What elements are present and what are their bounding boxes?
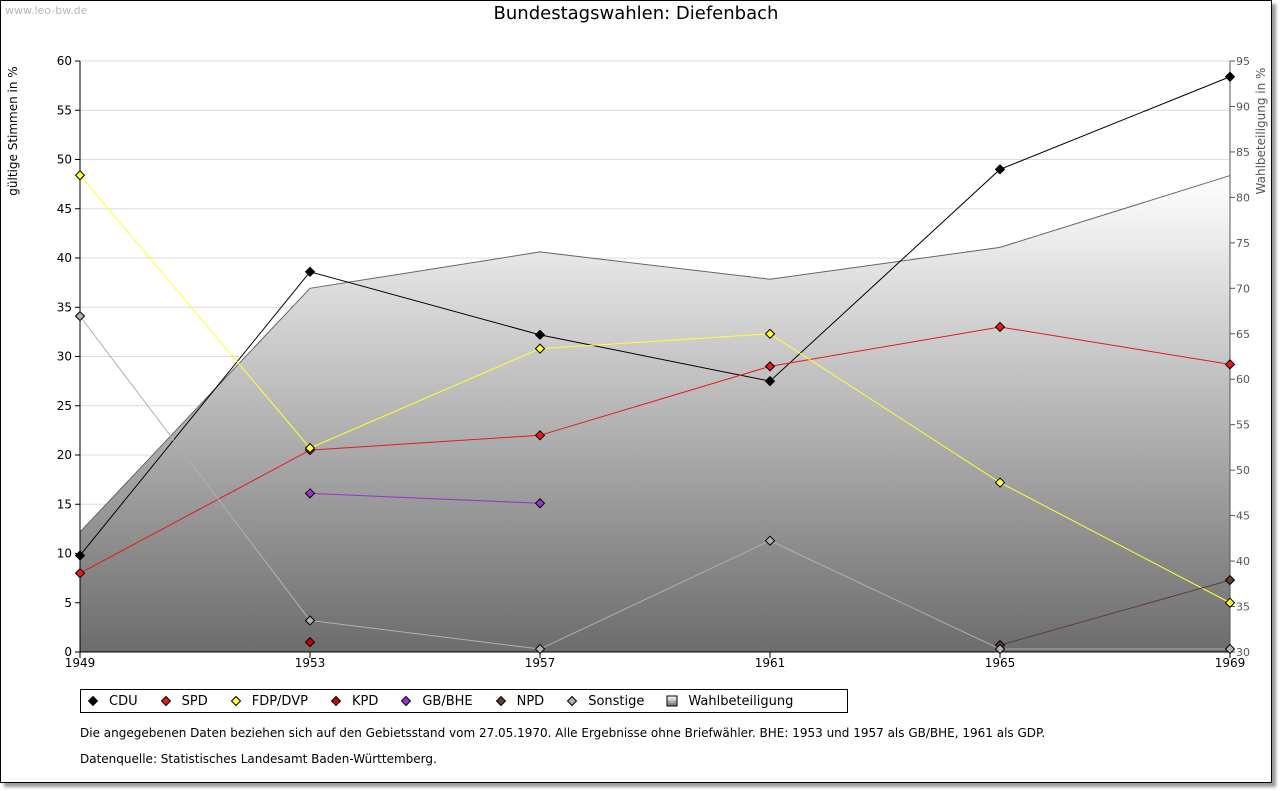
chart-title: Bundestagswahlen: Diefenbach xyxy=(493,3,779,24)
point-kpd xyxy=(304,636,316,648)
legend-item-spd: SPD xyxy=(160,694,208,709)
watermark: www.leo-bw.de xyxy=(5,4,88,17)
legend-marker-cdu xyxy=(87,695,99,707)
point-spd xyxy=(764,361,776,372)
y-tick-label: 20 xyxy=(57,448,72,462)
y2-tick-label: 65 xyxy=(1236,328,1250,341)
y-tick-label: 30 xyxy=(57,350,72,364)
y-tick-label: 5 xyxy=(64,596,72,610)
point-gb-bhe xyxy=(534,498,546,509)
y2-tick-label: 30 xyxy=(1236,646,1250,659)
point-cdu xyxy=(764,375,776,387)
x-tick-label: 1961 xyxy=(755,656,786,670)
y-tick-label: 55 xyxy=(57,103,72,117)
y-tick-label: 25 xyxy=(57,399,72,413)
legend-item-kpd: KPD xyxy=(330,694,378,709)
legend-marker-npd xyxy=(495,695,506,707)
y2-tick-label: 80 xyxy=(1236,191,1250,204)
legend-label: Sonstige xyxy=(588,693,645,709)
legend-item-fdp-dvp: FDP/DVP xyxy=(230,694,308,709)
data-source: Datenquelle: Statistisches Landesamt Bad… xyxy=(80,752,437,766)
legend-item-gb-bhe: GB/BHE xyxy=(400,693,473,709)
y2-tick-label: 85 xyxy=(1236,146,1250,159)
y2-tick-label: 90 xyxy=(1236,100,1250,113)
point-fdp-dvp xyxy=(994,477,1006,488)
y-tick-label: 45 xyxy=(57,202,72,216)
point-cdu xyxy=(534,329,546,341)
point-spd xyxy=(1224,359,1236,370)
legend-item-cdu: CDU xyxy=(87,694,138,709)
y2-tick-label: 45 xyxy=(1236,510,1250,523)
y2-tick-label: 35 xyxy=(1236,601,1250,614)
series-line-gb-bhe xyxy=(309,492,541,504)
legend-marker-fdp-dvp xyxy=(230,695,241,707)
legend-label: KPD xyxy=(351,693,379,709)
point-spd xyxy=(994,321,1006,333)
y-tick-label: 50 xyxy=(57,153,72,167)
series-line-sonstige xyxy=(79,315,1230,650)
y2-tick-label: 50 xyxy=(1236,464,1250,477)
x-tick-label: 1957 xyxy=(525,656,556,670)
point-fdp-dvp xyxy=(534,343,546,354)
y-tick-label: 10 xyxy=(57,547,72,561)
point-spd xyxy=(74,567,86,579)
point-cdu xyxy=(74,550,86,561)
legend-label: GB/BHE xyxy=(422,693,473,709)
legend-item-npd: NPD xyxy=(495,693,545,709)
point-cdu xyxy=(994,164,1006,175)
point-cdu xyxy=(304,266,316,277)
legend-item-sonstige: Sonstige xyxy=(566,694,644,709)
turnout-line xyxy=(79,175,1231,533)
point-sonstige xyxy=(534,643,546,655)
point-fdp-dvp xyxy=(1224,597,1236,608)
y2-tick-label: 95 xyxy=(1236,55,1250,68)
y2-tick-label: 75 xyxy=(1236,237,1250,250)
point-sonstige xyxy=(304,615,316,626)
point-sonstige xyxy=(764,535,776,546)
x-tick-label: 1949 xyxy=(65,656,96,670)
x-tick-label: 1953 xyxy=(295,656,326,670)
legend-label: NPD xyxy=(516,693,545,709)
series-line-spd xyxy=(79,326,1231,574)
point-gb-bhe xyxy=(304,488,316,499)
legend-label: SPD xyxy=(181,693,208,709)
point-fdp-dvp xyxy=(304,442,316,454)
series-line-npd xyxy=(999,579,1231,646)
footnote: Die angegebenen Daten beziehen sich auf … xyxy=(80,726,1046,740)
legend-marker-kpd xyxy=(330,695,342,707)
point-cdu xyxy=(1224,71,1236,82)
x-tick-label: 1965 xyxy=(985,656,1016,670)
y2-tick-label: 60 xyxy=(1236,373,1250,386)
y-tick-label: 0 xyxy=(64,645,72,659)
legend-marker-spd xyxy=(160,695,171,707)
y-tick-label: 35 xyxy=(57,300,72,314)
turnout-area xyxy=(80,175,1230,652)
legend-marker-sonstige xyxy=(566,695,578,707)
legend-item-wahlbeteiligung: Wahlbeteiligung xyxy=(666,694,793,709)
y2-tick-label: 70 xyxy=(1236,282,1250,295)
legend-label: Wahlbeteiligung xyxy=(688,693,794,709)
series-line-fdp-dvp xyxy=(79,174,1231,604)
y-tick-label: 60 xyxy=(57,54,72,68)
point-sonstige xyxy=(74,310,86,322)
series-line-cdu xyxy=(79,76,1231,556)
point-sonstige xyxy=(1224,643,1236,655)
point-fdp-dvp xyxy=(74,170,86,181)
legend-label: FDP/DVP xyxy=(251,693,308,709)
point-spd xyxy=(534,430,546,441)
x-tick-label: 1969 xyxy=(1215,656,1246,670)
legend: CDU SPD FDP/DVP KPD GB/BHE NPD Sonstige Wahlbet… xyxy=(80,689,848,713)
y-tick-label: 15 xyxy=(57,497,72,511)
point-npd xyxy=(1224,574,1236,586)
legend-label: CDU xyxy=(109,693,138,709)
legend-marker-gb-bhe xyxy=(401,695,412,707)
y2-tick-label: 55 xyxy=(1236,419,1250,432)
y-tick-label: 40 xyxy=(57,251,72,265)
point-sonstige xyxy=(994,643,1006,655)
legend-marker-wahlbeteiligung xyxy=(666,695,678,707)
point-fdp-dvp xyxy=(764,328,776,340)
y2-tick-label: 40 xyxy=(1236,555,1250,568)
